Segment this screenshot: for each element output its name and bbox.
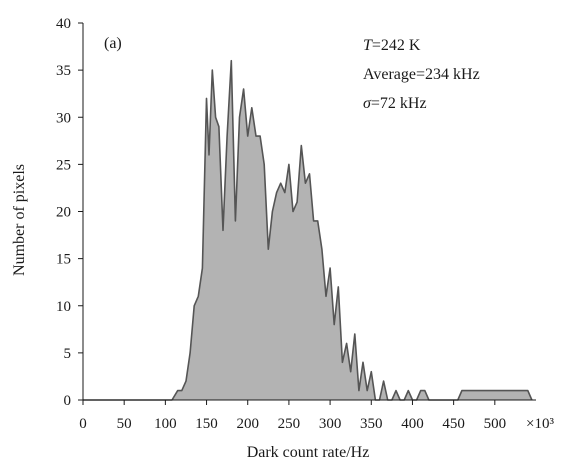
y-tick-label: 10 — [56, 299, 71, 315]
x-multiplier-label: ×10³ — [526, 416, 554, 432]
y-axis-label: Number of pixels — [11, 164, 28, 276]
histogram-area — [83, 60, 532, 400]
y-tick-label: 30 — [56, 110, 71, 126]
x-tick-label: 150 — [195, 416, 218, 432]
x-tick-label: 300 — [319, 416, 342, 432]
temperature-value: =242 K — [372, 37, 421, 54]
x-tick-label: 250 — [278, 416, 301, 432]
x-tick-label: 400 — [401, 416, 424, 432]
panel-label: (a) — [104, 35, 122, 52]
x-tick-label: 100 — [154, 416, 177, 432]
histogram-outline — [83, 59, 533, 401]
x-tick-label: 50 — [117, 416, 132, 432]
x-tick-label: 350 — [360, 416, 383, 432]
sigma-value: =72 kHz — [371, 95, 427, 112]
x-tick-label: 200 — [236, 416, 259, 432]
x-axis-label: Dark count rate/Hz — [247, 444, 370, 461]
temperature-annotation: T=242 K — [363, 37, 421, 54]
y-tick-label: 5 — [64, 346, 72, 362]
x-tick-label: 500 — [484, 416, 507, 432]
y-tick-label: 35 — [56, 63, 71, 79]
y-tick-label: 25 — [56, 157, 71, 173]
y-tick-label: 40 — [56, 16, 71, 32]
x-tick-label: 0 — [79, 416, 87, 432]
y-tick-label: 15 — [56, 252, 71, 268]
x-tick-label: 450 — [442, 416, 465, 432]
average-annotation: Average=234 kHz — [363, 66, 480, 83]
sigma-annotation: σ=72 kHz — [363, 95, 427, 112]
temperature-symbol: T — [363, 37, 373, 54]
y-tick-label: 0 — [64, 393, 72, 409]
sigma-symbol: σ — [363, 95, 372, 112]
y-tick-label: 20 — [56, 205, 71, 221]
